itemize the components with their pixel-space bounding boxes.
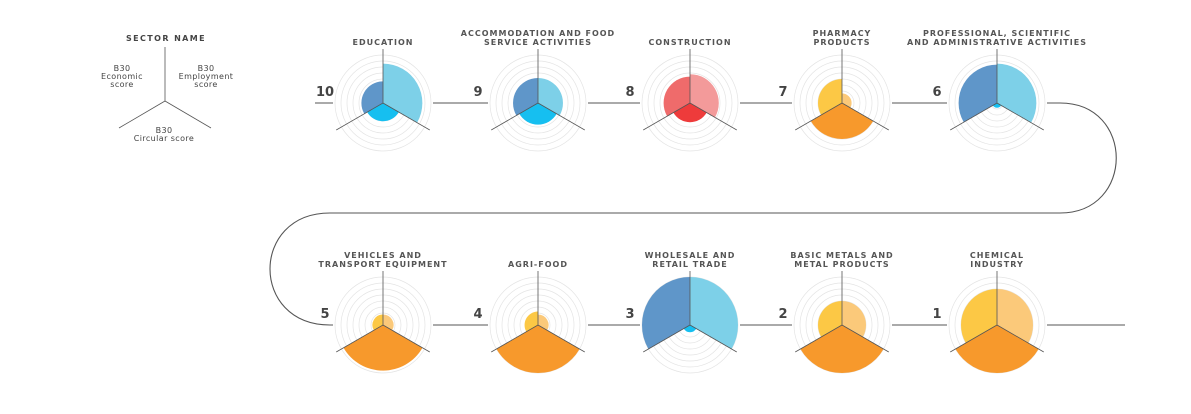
sector-chart-7	[792, 49, 892, 153]
sector-chart-2	[792, 271, 892, 375]
axis-employment-circular	[689, 324, 737, 353]
employment-score-sector	[997, 289, 1034, 343]
connector-line	[269, 102, 1125, 326]
legend-circular-label: B30 Circular score	[133, 126, 195, 143]
sector-charts	[333, 49, 1047, 375]
axis-circular-economic	[336, 324, 384, 353]
economic-score-sector	[818, 79, 842, 115]
sector-title: CONSTRUCTION	[648, 38, 732, 47]
rank-number: 10	[315, 85, 335, 100]
sector-chart-5	[333, 271, 433, 375]
sector-title: EDUCATION	[352, 38, 414, 47]
sector-chart-8	[640, 49, 740, 153]
economic-score-sector	[641, 277, 690, 349]
axis-circular-economic	[950, 102, 998, 131]
legend-axis-left	[118, 100, 166, 129]
sector-chart-1	[947, 271, 1047, 375]
rank-number: 3	[625, 307, 635, 322]
employment-score-sector	[538, 78, 563, 116]
sector-title: WHOLESALE AND RETAIL TRADE	[644, 251, 736, 269]
economic-score-sector	[663, 76, 690, 117]
circular-score-sector	[343, 325, 423, 371]
axis-employment-circular	[841, 324, 889, 353]
legend-title: SECTOR NAME	[125, 34, 206, 43]
axis-circular-economic	[795, 102, 843, 131]
axis-employment-circular	[382, 102, 430, 131]
employment-score-sector	[997, 63, 1037, 123]
axis-employment-circular	[382, 324, 430, 353]
axis-circular-economic	[643, 102, 691, 131]
axis-employment-circular	[841, 102, 889, 131]
sector-title: BASIC METALS AND METAL PRODUCTS	[790, 251, 894, 269]
rank-number: 9	[473, 85, 483, 100]
axis-circular-economic	[950, 324, 998, 353]
axis-employment-circular	[689, 102, 737, 131]
sector-title: PROFESSIONAL, SCIENTIFIC AND ADMINISTRAT…	[907, 29, 1087, 47]
axis-employment-circular	[996, 102, 1044, 131]
rank-number: 6	[932, 85, 942, 100]
rank-number: 8	[625, 85, 635, 100]
legend-axes	[118, 47, 212, 129]
economic-score-sector	[958, 64, 997, 123]
axis-circular-economic	[336, 102, 384, 131]
sector-chart-6	[947, 49, 1047, 153]
legend-economic-label: B30 Economic score	[101, 64, 143, 89]
employment-score-sector	[383, 63, 423, 123]
sector-title: PHARMACY PRODUCTS	[812, 29, 872, 47]
economic-score-sector	[818, 301, 842, 337]
employment-score-sector	[842, 301, 866, 337]
rank-number: 1	[932, 307, 942, 322]
legend-employment-label: B30 Employment score	[178, 64, 234, 89]
rank-number: 2	[778, 307, 788, 322]
sector-chart-9	[488, 49, 588, 153]
axis-employment-circular	[996, 324, 1044, 353]
economic-score-sector	[960, 289, 997, 343]
sector-chart-3	[640, 271, 740, 375]
axis-circular-economic	[795, 324, 843, 353]
employment-score-sector	[690, 277, 739, 349]
legend-axis-right	[164, 100, 212, 129]
sector-title: AGRI-FOOD	[508, 260, 568, 269]
rank-number: 4	[473, 307, 483, 322]
axis-employment-circular	[537, 102, 585, 131]
sector-title: VEHICLES AND TRANSPORT EQUIPMENT	[318, 251, 448, 269]
rank-number: 5	[320, 307, 330, 322]
axis-circular-economic	[491, 102, 539, 131]
rank-number: 7	[778, 85, 788, 100]
sector-chart-10	[333, 49, 433, 153]
sector-title: ACCOMMODATION AND FOOD SERVICE ACTIVITIE…	[460, 29, 616, 47]
employment-score-sector	[690, 74, 719, 118]
connector-path	[269, 102, 1125, 326]
axis-employment-circular	[537, 324, 585, 353]
axis-circular-economic	[491, 324, 539, 353]
sector-chart-4	[488, 271, 588, 375]
axis-circular-economic	[643, 324, 691, 353]
sector-title: CHEMICAL INDUSTRY	[969, 251, 1025, 269]
economic-score-sector	[513, 78, 538, 116]
